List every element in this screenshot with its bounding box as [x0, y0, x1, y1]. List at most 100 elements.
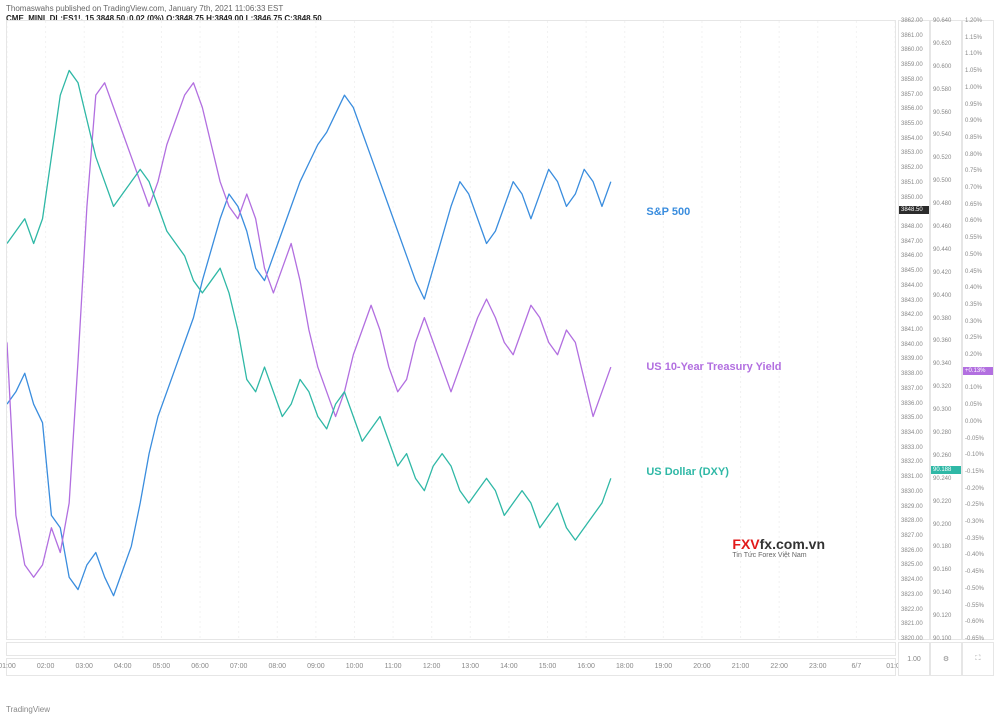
watermark-tagline: Tin Tức Forex Việt Nam: [732, 552, 825, 559]
scale-tick: -0.25%: [965, 502, 991, 508]
time-tick: 10:00: [346, 663, 364, 670]
tradingview-chart-page: Thomaswahs published on TradingView.com,…: [0, 0, 1000, 718]
scale-tick: 0.40%: [965, 285, 991, 291]
scale-tick: 3847.00: [901, 239, 927, 245]
watermark-brand-b: fx.com.vn: [760, 536, 825, 552]
scale-tick: 1.05%: [965, 68, 991, 74]
scale-tick: 0.30%: [965, 319, 991, 325]
time-tick: 13:00: [462, 663, 480, 670]
scale-tick: -0.30%: [965, 519, 991, 525]
scale-tick: 3823.00: [901, 592, 927, 598]
time-tick: 09:00: [307, 663, 325, 670]
price-badge: +0.13%: [963, 367, 993, 375]
scale-tick: 90.200: [933, 522, 959, 528]
time-tick: 15:00: [539, 663, 557, 670]
scale-tick: 3835.00: [901, 415, 927, 421]
tool-settings-icon[interactable]: ⚙: [930, 642, 962, 676]
price-scale-1[interactable]: 3862.003861.003860.003859.003858.003857.…: [898, 20, 930, 640]
scale-tick: -0.10%: [965, 452, 991, 458]
scale-tick: 3837.00: [901, 386, 927, 392]
scale-tick: 90.360: [933, 338, 959, 344]
scale-tick: 3850.00: [901, 195, 927, 201]
scale-tick: -0.50%: [965, 586, 991, 592]
time-tick: 05:00: [153, 663, 171, 670]
price-scale-2[interactable]: 90.64090.62090.60090.58090.56090.54090.5…: [930, 20, 962, 640]
scale-tick: 3828.00: [901, 518, 927, 524]
scale-tick: 90.440: [933, 247, 959, 253]
scale-tick: 90.320: [933, 384, 959, 390]
time-tick: 22:00: [770, 663, 788, 670]
scale-tick: 0.05%: [965, 402, 991, 408]
series-label-sp500: S&P 500: [646, 206, 690, 218]
scale-tick: 3825.00: [901, 562, 927, 568]
time-tick: 06:00: [191, 663, 209, 670]
scale-tick: 1.20%: [965, 18, 991, 24]
scale-tick: 3858.00: [901, 77, 927, 83]
series-label-dxy: US Dollar (DXY): [646, 466, 729, 478]
time-tick: 6/7: [852, 663, 862, 670]
scale-tick: 1.00%: [965, 85, 991, 91]
scale-tick: 90.600: [933, 64, 959, 70]
scale-tick: 90.340: [933, 361, 959, 367]
time-tick: 20:00: [693, 663, 711, 670]
scale-tick: 3844.00: [901, 283, 927, 289]
scale-tick: 90.460: [933, 224, 959, 230]
time-tick: 11:00: [385, 663, 402, 670]
scale-tick: 0.55%: [965, 235, 991, 241]
scale-tick: 0.80%: [965, 152, 991, 158]
scale-tick: -0.45%: [965, 569, 991, 575]
scale-tick: -0.60%: [965, 619, 991, 625]
scale-tick: 3854.00: [901, 136, 927, 142]
scale-tick: 3846.00: [901, 253, 927, 259]
scale-tick: 3831.00: [901, 474, 927, 480]
scale-tick: 0.35%: [965, 302, 991, 308]
scale-tick: 3856.00: [901, 106, 927, 112]
series-line-dxy: [7, 70, 611, 540]
time-tick: 12:00: [423, 663, 441, 670]
indicator-sub-panel[interactable]: [6, 642, 896, 656]
scale-tick: 90.220: [933, 499, 959, 505]
scale-tick: 3826.00: [901, 548, 927, 554]
scale-tick: 3843.00: [901, 298, 927, 304]
scale-tick: 3851.00: [901, 180, 927, 186]
main-chart-panel[interactable]: S&P 500 US 10-Year Treasury Yield US Dol…: [6, 20, 896, 640]
scale-tick: 0.25%: [965, 335, 991, 341]
scale-tick: 0.45%: [965, 269, 991, 275]
scale-tick: 90.580: [933, 87, 959, 93]
tool-fullscreen-icon[interactable]: ⛶: [962, 642, 994, 676]
series-line-us10y: [7, 83, 611, 577]
scale-tick: 3857.00: [901, 92, 927, 98]
series-label-us10y: US 10-Year Treasury Yield: [646, 361, 781, 373]
time-tick: 19:00: [655, 663, 673, 670]
scale-tick: 90.420: [933, 270, 959, 276]
scale-tick: 90.380: [933, 316, 959, 322]
scale-tick: 90.480: [933, 201, 959, 207]
scale-tick: -0.40%: [965, 552, 991, 558]
scale-tick: 3834.00: [901, 430, 927, 436]
price-scale-3[interactable]: 1.20%1.15%1.10%1.05%1.00%0.95%0.90%0.85%…: [962, 20, 994, 640]
scale-tick: 3848.00: [901, 224, 927, 230]
scale-tick: 0.70%: [965, 185, 991, 191]
scale-tick: 90.260: [933, 453, 959, 459]
scale-tick: 90.560: [933, 110, 959, 116]
scale-tick: 3842.00: [901, 312, 927, 318]
scale-tick: 0.75%: [965, 168, 991, 174]
scale-tick: 3841.00: [901, 327, 927, 333]
scale-tick: -0.55%: [965, 603, 991, 609]
time-axis[interactable]: 01:0002:0003:0004:0005:0006:0007:0008:00…: [6, 658, 896, 676]
scale-tick: 1.10%: [965, 51, 991, 57]
price-badge: 90.188: [931, 466, 961, 474]
scale-tick: 3852.00: [901, 165, 927, 171]
scale-tick: -0.20%: [965, 486, 991, 492]
scale-tick: 0.00%: [965, 419, 991, 425]
scale-tick: 3833.00: [901, 445, 927, 451]
scale-tick: 90.120: [933, 613, 959, 619]
scale-tick: 0.65%: [965, 202, 991, 208]
scale-tick: 0.90%: [965, 118, 991, 124]
time-tick: 01:00: [0, 663, 16, 670]
right-price-scales: 3862.003861.003860.003859.003858.003857.…: [898, 20, 994, 640]
scale-tick: 3829.00: [901, 504, 927, 510]
scale-tick: 90.140: [933, 590, 959, 596]
scale-tick: 0.50%: [965, 252, 991, 258]
scale-tick: 3855.00: [901, 121, 927, 127]
